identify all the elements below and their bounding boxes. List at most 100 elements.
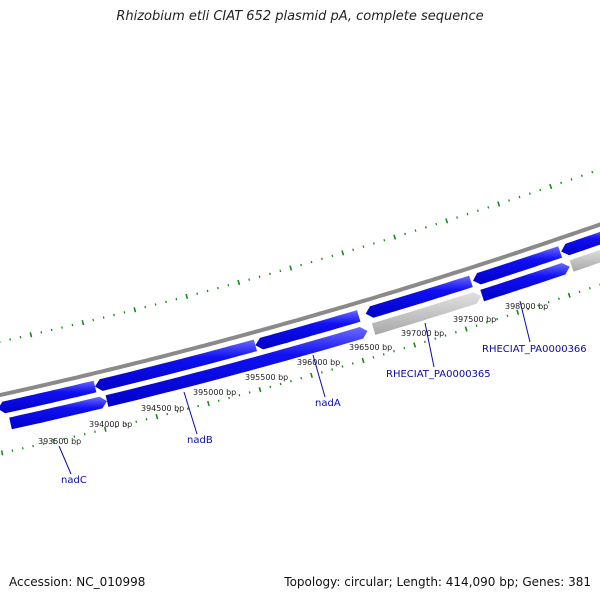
gene-arrow-lower <box>9 396 108 430</box>
outer-tick-mark <box>331 254 334 258</box>
gene-leader-line <box>58 445 72 475</box>
outer-tick-mark <box>258 275 261 278</box>
inner-tick-mark <box>434 337 437 340</box>
outer-tick-ring <box>0 170 594 343</box>
inner-tick-mark <box>372 356 375 359</box>
outer-tick-mark <box>560 181 563 185</box>
gene-leader-line <box>424 322 435 368</box>
outer-tick-mark <box>237 279 241 286</box>
inner-tick-mark <box>424 340 426 344</box>
gene-arrow-lower <box>480 263 570 302</box>
outer-tick-mark <box>445 218 449 224</box>
outer-tick-mark <box>591 170 594 174</box>
summary-text: Topology: circular; Length: 414,090 bp; … <box>284 575 591 589</box>
inner-tick-mark <box>186 407 189 411</box>
backbone-line <box>0 222 600 398</box>
gene-label: nadC <box>61 475 87 486</box>
gene-arrow-upper <box>0 380 97 414</box>
inner-tick-mark <box>125 423 127 426</box>
outer-tick-mark <box>497 201 501 207</box>
outer-tick-mark <box>404 232 407 236</box>
outer-tick-mark <box>113 313 115 317</box>
accession-text: Accession: NC_010998 <box>9 575 146 589</box>
outer-tick-mark <box>435 222 438 226</box>
inner-tick-mark <box>578 290 581 294</box>
inner-tick-mark <box>279 382 282 386</box>
outer-tick-mark <box>341 250 345 256</box>
outer-tick-mark <box>508 199 511 202</box>
gene-label: nadA <box>315 398 341 409</box>
outer-tick-mark <box>123 311 126 314</box>
outer-tick-mark <box>539 188 542 192</box>
gene-label: RHECIAT_PA0000366 <box>482 344 587 355</box>
inner-tick-mark <box>464 326 468 332</box>
outer-tick-mark <box>248 278 251 281</box>
outer-tick-mark <box>549 183 553 190</box>
inner-tick-mark <box>361 357 365 364</box>
outer-tick-mark <box>456 216 459 219</box>
inner-tick-mark <box>197 404 200 408</box>
inner-tick-mark <box>248 391 251 394</box>
outer-tick-mark <box>372 242 375 245</box>
outer-tick-mark <box>92 318 95 322</box>
outer-tick-mark <box>165 300 167 304</box>
bp-label: 394500 bp <box>141 404 184 413</box>
inner-tick-mark <box>516 309 520 316</box>
inner-tick-mark <box>557 297 560 301</box>
inner-tick-mark <box>444 334 447 337</box>
bp-label: 398000 bp <box>505 302 548 311</box>
bp-label: 397000 bp <box>401 329 444 338</box>
inner-tick-mark <box>166 412 169 416</box>
inner-tick-mark <box>454 331 457 334</box>
outer-tick-mark <box>175 297 178 301</box>
inner-tick-mark <box>258 387 262 393</box>
outer-tick-mark <box>217 286 219 290</box>
inner-tick-mark <box>300 377 303 380</box>
outer-tick-mark <box>185 293 189 300</box>
bp-label: 396000 bp <box>297 358 340 367</box>
outer-tick-mark <box>269 272 271 276</box>
inner-tick-mark <box>135 420 138 423</box>
inner-tick-mark <box>351 362 354 365</box>
outer-tick-mark <box>300 263 303 267</box>
outer-tick-mark <box>518 195 521 199</box>
inner-tick-mark <box>485 321 488 324</box>
inner-tick-mark <box>331 368 334 371</box>
bp-label: 396500 bp <box>349 343 392 352</box>
outer-tick-mark <box>362 245 365 248</box>
gene-leader-line <box>312 354 326 398</box>
gene-label: RHECIAT_PA0000365 <box>386 369 491 380</box>
outer-tick-mark <box>133 307 137 313</box>
gene-arrow-lower <box>105 327 368 407</box>
gene-track <box>0 231 600 430</box>
inner-tick-mark <box>403 346 406 350</box>
inner-tick-mark <box>114 425 117 429</box>
outer-tick-mark <box>206 289 209 293</box>
inner-tick-mark <box>588 287 591 290</box>
inner-tick-mark <box>393 350 395 353</box>
outer-tick-mark <box>570 178 573 181</box>
inner-tick-mark <box>238 394 241 397</box>
inner-tick-mark <box>475 324 478 327</box>
gene-arrow-upper <box>561 231 600 256</box>
outer-tick-mark <box>61 326 63 329</box>
inner-tick-mark <box>207 400 210 407</box>
plasmid-backbone <box>0 222 600 398</box>
bp-label: 394000 bp <box>89 420 132 429</box>
outer-tick-mark <box>580 174 583 177</box>
outer-tick-mark <box>414 229 417 232</box>
inner-tick-mark <box>83 432 86 436</box>
inner-tick-mark <box>94 430 96 433</box>
gene-leader-line <box>183 391 198 435</box>
inner-tick-mark <box>0 450 4 456</box>
outer-tick-mark <box>383 239 386 242</box>
bp-label: 397500 bp <box>453 315 496 324</box>
bp-label: 395500 bp <box>245 373 288 382</box>
gene-arrow-upper <box>95 339 257 391</box>
inner-tick-mark <box>527 307 529 311</box>
outer-tick-mark <box>289 265 293 271</box>
bp-label: 395000 bp <box>193 388 236 397</box>
outer-tick-mark <box>466 212 469 216</box>
gene-leader-line <box>519 300 531 343</box>
inner-tick-mark <box>103 426 107 432</box>
